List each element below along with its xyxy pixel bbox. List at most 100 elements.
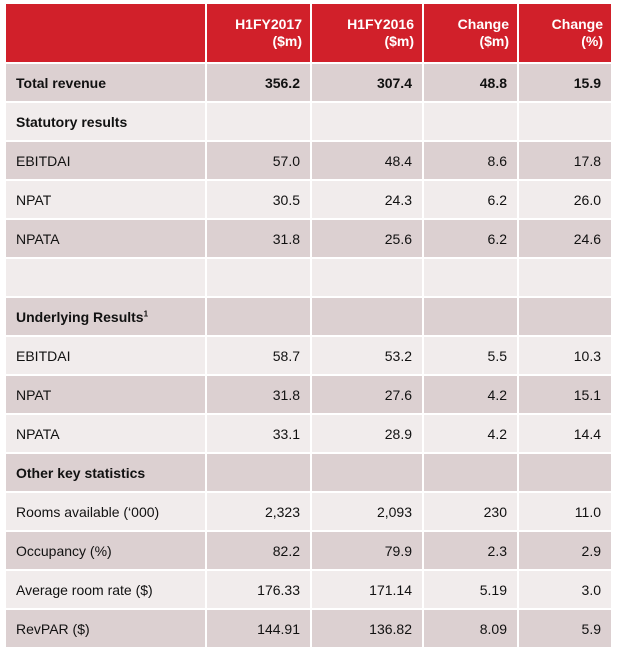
cell-h1fy2017: 57.0 <box>207 142 312 181</box>
cell-change-m: 5.5 <box>424 337 519 376</box>
cell-h1fy2016 <box>312 454 424 493</box>
cell-h1fy2017 <box>207 103 312 142</box>
row-label: Occupancy (%) <box>6 532 207 571</box>
table-row: NPAT 31.8 27.6 4.2 15.1 <box>6 376 611 415</box>
table-header-row: H1FY2017 ($m) H1FY2016 ($m) Change ($m) … <box>6 4 611 64</box>
cell-h1fy2017: 2,323 <box>207 493 312 532</box>
cell-change-pct: 11.0 <box>519 493 611 532</box>
cell-h1fy2016: 28.9 <box>312 415 424 454</box>
cell-h1fy2017: 31.8 <box>207 220 312 259</box>
cell-h1fy2016 <box>312 259 424 298</box>
cell-change-m: 4.2 <box>424 376 519 415</box>
header-change-pct-line1: Change <box>551 16 603 32</box>
table-row: NPATA 31.8 25.6 6.2 24.6 <box>6 220 611 259</box>
cell-change-pct: 15.1 <box>519 376 611 415</box>
table-row: Rooms available (‘000) 2,323 2,093 230 11.0 <box>6 493 611 532</box>
table-row <box>6 259 611 298</box>
row-label: NPATA <box>6 220 207 259</box>
cell-change-m <box>424 259 519 298</box>
cell-h1fy2016: 24.3 <box>312 181 424 220</box>
cell-h1fy2017 <box>207 298 312 337</box>
results-table-container: H1FY2017 ($m) H1FY2016 ($m) Change ($m) … <box>6 4 611 649</box>
results-table: H1FY2017 ($m) H1FY2016 ($m) Change ($m) … <box>6 4 611 649</box>
cell-h1fy2017: 82.2 <box>207 532 312 571</box>
header-h1fy2017-line2: ($m) <box>272 33 302 49</box>
footnote-marker: 1 <box>143 308 149 318</box>
cell-h1fy2016 <box>312 298 424 337</box>
cell-change-pct <box>519 259 611 298</box>
cell-h1fy2017: 33.1 <box>207 415 312 454</box>
table-row: EBITDAI 57.0 48.4 8.6 17.8 <box>6 142 611 181</box>
table-row: Other key statistics <box>6 454 611 493</box>
cell-change-pct: 10.3 <box>519 337 611 376</box>
header-h1fy2017: H1FY2017 ($m) <box>207 4 312 64</box>
cell-change-pct: 14.4 <box>519 415 611 454</box>
cell-h1fy2016: 2,093 <box>312 493 424 532</box>
row-label <box>6 259 207 298</box>
cell-change-m: 48.8 <box>424 64 519 103</box>
cell-change-m <box>424 454 519 493</box>
cell-h1fy2016: 171.14 <box>312 571 424 610</box>
cell-h1fy2017: 176.33 <box>207 571 312 610</box>
cell-h1fy2017: 58.7 <box>207 337 312 376</box>
row-label: RevPAR ($) <box>6 610 207 649</box>
cell-change-pct: 24.6 <box>519 220 611 259</box>
cell-h1fy2016: 136.82 <box>312 610 424 649</box>
cell-h1fy2016: 25.6 <box>312 220 424 259</box>
table-row: Occupancy (%) 82.2 79.9 2.3 2.9 <box>6 532 611 571</box>
table-row: Average room rate ($) 176.33 171.14 5.19 3.0 <box>6 571 611 610</box>
cell-change-m <box>424 298 519 337</box>
table-row: Total revenue 356.2 307.4 48.8 15.9 <box>6 64 611 103</box>
cell-h1fy2016: 48.4 <box>312 142 424 181</box>
cell-h1fy2016 <box>312 103 424 142</box>
row-label: NPAT <box>6 376 207 415</box>
header-blank-cell <box>6 4 207 64</box>
table-row: Statutory results <box>6 103 611 142</box>
cell-change-pct: 17.8 <box>519 142 611 181</box>
cell-change-pct: 2.9 <box>519 532 611 571</box>
cell-h1fy2016: 307.4 <box>312 64 424 103</box>
cell-h1fy2017 <box>207 259 312 298</box>
cell-change-pct: 3.0 <box>519 571 611 610</box>
row-label: NPAT <box>6 181 207 220</box>
cell-h1fy2017: 356.2 <box>207 64 312 103</box>
cell-h1fy2017: 144.91 <box>207 610 312 649</box>
cell-change-m: 8.6 <box>424 142 519 181</box>
row-label: Statutory results <box>6 103 207 142</box>
row-label: Rooms available (‘000) <box>6 493 207 532</box>
row-label: Total revenue <box>6 64 207 103</box>
cell-h1fy2016: 53.2 <box>312 337 424 376</box>
table-row: EBITDAI 58.7 53.2 5.5 10.3 <box>6 337 611 376</box>
cell-change-m: 6.2 <box>424 220 519 259</box>
table-body: Total revenue 356.2 307.4 48.8 15.9 Statutor… <box>6 64 611 649</box>
cell-h1fy2017: 30.5 <box>207 181 312 220</box>
header-change-pct: Change (%) <box>519 4 611 64</box>
cell-change-pct <box>519 103 611 142</box>
header-h1fy2016: H1FY2016 ($m) <box>312 4 424 64</box>
row-label: Underlying Results1 <box>6 298 207 337</box>
row-label: EBITDAI <box>6 142 207 181</box>
row-label: Other key statistics <box>6 454 207 493</box>
cell-change-pct <box>519 298 611 337</box>
cell-change-m: 6.2 <box>424 181 519 220</box>
cell-h1fy2017 <box>207 454 312 493</box>
cell-change-pct: 15.9 <box>519 64 611 103</box>
header-h1fy2017-line1: H1FY2017 <box>235 16 302 32</box>
cell-h1fy2016: 27.6 <box>312 376 424 415</box>
cell-h1fy2017: 31.8 <box>207 376 312 415</box>
table-row: NPATA 33.1 28.9 4.2 14.4 <box>6 415 611 454</box>
table-row: NPAT 30.5 24.3 6.2 26.0 <box>6 181 611 220</box>
header-change-m-line1: Change <box>457 16 509 32</box>
cell-change-pct <box>519 454 611 493</box>
cell-h1fy2016: 79.9 <box>312 532 424 571</box>
cell-change-m: 4.2 <box>424 415 519 454</box>
cell-change-pct: 26.0 <box>519 181 611 220</box>
cell-change-pct: 5.9 <box>519 610 611 649</box>
cell-change-m: 230 <box>424 493 519 532</box>
row-label: Average room rate ($) <box>6 571 207 610</box>
header-h1fy2016-line1: H1FY2016 <box>347 16 414 32</box>
header-h1fy2016-line2: ($m) <box>384 33 414 49</box>
header-change-pct-line2: (%) <box>581 33 603 49</box>
table-row: RevPAR ($) 144.91 136.82 8.09 5.9 <box>6 610 611 649</box>
table-row: Underlying Results1 <box>6 298 611 337</box>
